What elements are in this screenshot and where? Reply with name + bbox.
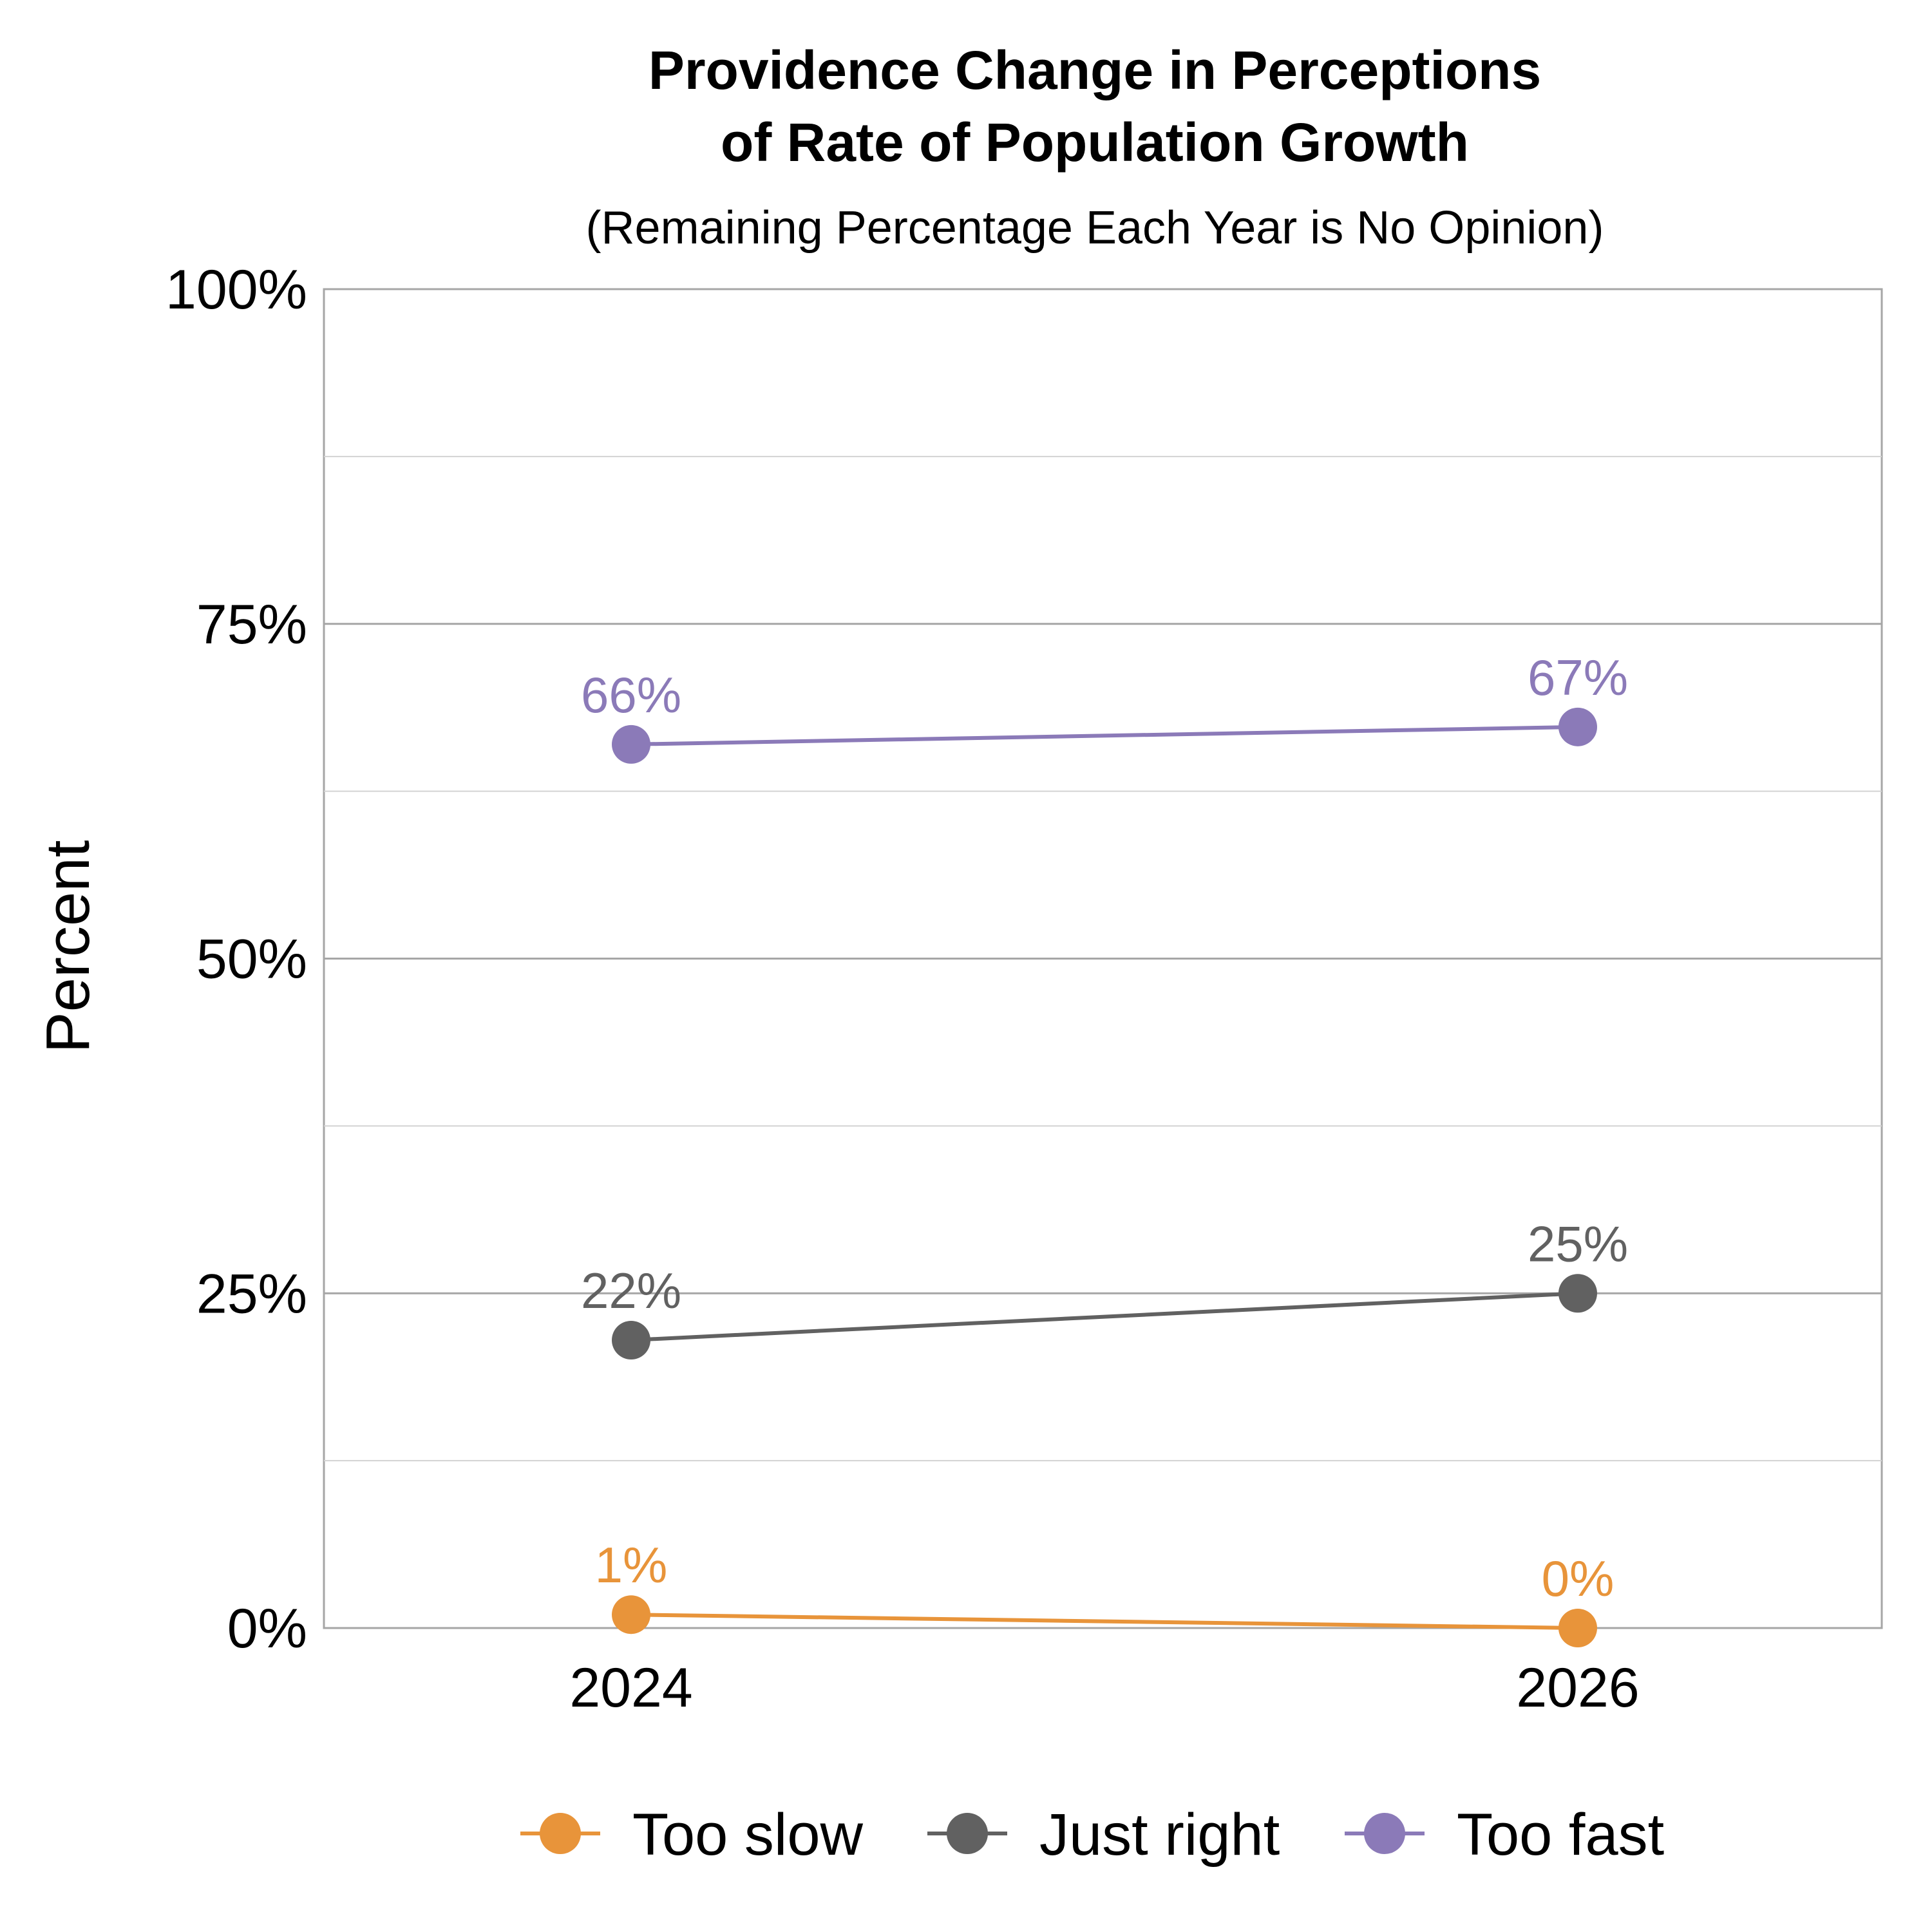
data-label-2-1: 67% <box>1528 649 1628 706</box>
legend-marker-0 <box>540 1813 581 1854</box>
data-label-1-0: 22% <box>581 1262 681 1319</box>
series-line-1 <box>630 1291 1578 1343</box>
series-points <box>612 707 1597 1647</box>
data-point-0-0 <box>612 1595 650 1634</box>
data-label-0-1: 0% <box>1542 1550 1615 1607</box>
y-axis-title: Percent <box>33 840 102 1054</box>
legend-label-0: Too slow <box>632 1802 863 1868</box>
data-point-2-1 <box>1558 707 1597 746</box>
series-lines <box>630 724 1578 1630</box>
series-line-2 <box>630 724 1578 746</box>
gridlines <box>324 288 1882 1629</box>
y-tick-labels: 0% 25% 50% 75% 100% <box>166 259 307 1660</box>
y-tick-label: 75% <box>196 594 307 656</box>
legend-label-1: Just right <box>1039 1802 1280 1868</box>
legend-label-2: Too fast <box>1457 1802 1664 1868</box>
y-tick-label: 100% <box>166 259 307 321</box>
x-tick-label: 2024 <box>569 1657 692 1719</box>
data-point-1-0 <box>612 1321 650 1360</box>
chart-subtitle: (Remaining Percentage Each Year is No Op… <box>586 202 1604 254</box>
series-line-0 <box>630 1613 1578 1630</box>
y-tick-label: 0% <box>227 1598 307 1660</box>
y-tick-label: 25% <box>196 1263 307 1325</box>
data-point-0-1 <box>1558 1609 1597 1647</box>
chart-title-line-2: of Rate of Population Growth <box>721 112 1469 173</box>
data-point-2-0 <box>612 724 650 764</box>
x-tick-labels: 2024 2026 <box>569 1657 1639 1719</box>
y-tick-label: 50% <box>196 929 307 990</box>
legend-marker-2 <box>1364 1813 1405 1854</box>
legend-marker-1 <box>947 1813 988 1854</box>
data-label-1-1: 25% <box>1528 1215 1628 1272</box>
x-tick-label: 2026 <box>1516 1657 1639 1719</box>
data-labels: 1% 0% 22% 25% 66% 67% <box>581 649 1628 1607</box>
chart-title-line-1: Providence Change in Perceptions <box>649 40 1541 100</box>
legend: Too slow Just right Too fast <box>520 1802 1664 1868</box>
data-point-1-1 <box>1558 1274 1597 1313</box>
data-label-0-0: 1% <box>595 1537 668 1593</box>
data-label-2-0: 66% <box>581 667 681 723</box>
